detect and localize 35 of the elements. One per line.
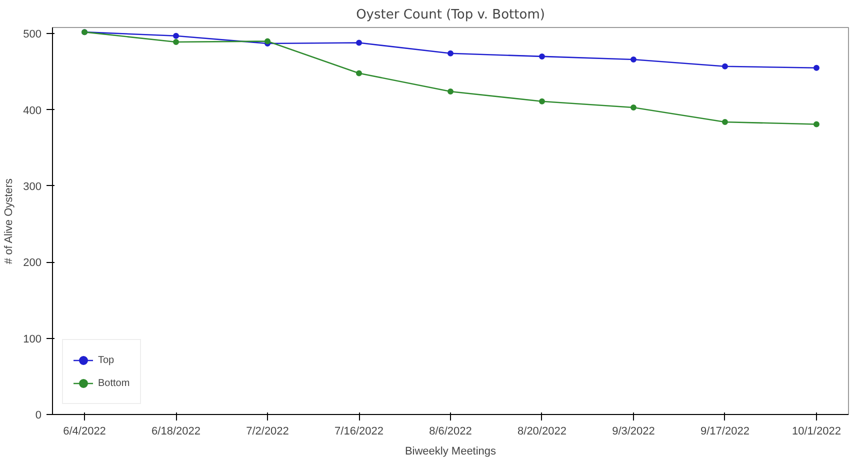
x-tick-label: 9/17/2022 (700, 426, 750, 438)
point (538, 53, 545, 60)
x-tick-label: 7/2/2022 (246, 426, 289, 438)
y-tick-label: 100 (23, 333, 42, 346)
point (813, 121, 820, 128)
point (448, 50, 454, 56)
point (722, 118, 728, 125)
x-tick-label: 8/6/2022 (429, 426, 472, 438)
x-tick-label: 9/3/2022 (612, 426, 655, 438)
x-tick-label: 10/1/2022 (792, 426, 841, 438)
y-tick-label: 400 (23, 104, 42, 117)
point (813, 64, 820, 71)
x-tick-label: 6/4/2022 (63, 426, 106, 438)
x-tick-label: 8/20/2022 (518, 426, 566, 438)
point (173, 38, 180, 45)
point (630, 56, 636, 62)
x-tick-label: 6/18/2022 (152, 426, 200, 438)
point (630, 104, 636, 110)
point (722, 63, 728, 70)
legend-label: Bottom (98, 378, 130, 388)
point (448, 88, 454, 94)
y-tick-label: 500 (23, 28, 42, 41)
point (173, 32, 180, 39)
y-tick-label: 300 (23, 180, 42, 193)
legend-label: Top (98, 354, 116, 366)
x-axis-title: Biweekly Meetings (404, 446, 497, 458)
point (538, 98, 545, 104)
chart-title: Oyster Count (Top v. Bottom) (356, 8, 545, 22)
y-tick-label: 0 (35, 410, 42, 422)
point (356, 40, 362, 46)
y-axis-title: # of Alive Oysters (3, 178, 16, 264)
x-tick-label: 7/16/2022 (334, 426, 384, 438)
y-tick-label: 200 (23, 257, 42, 270)
point (264, 38, 271, 44)
point (356, 70, 362, 76)
